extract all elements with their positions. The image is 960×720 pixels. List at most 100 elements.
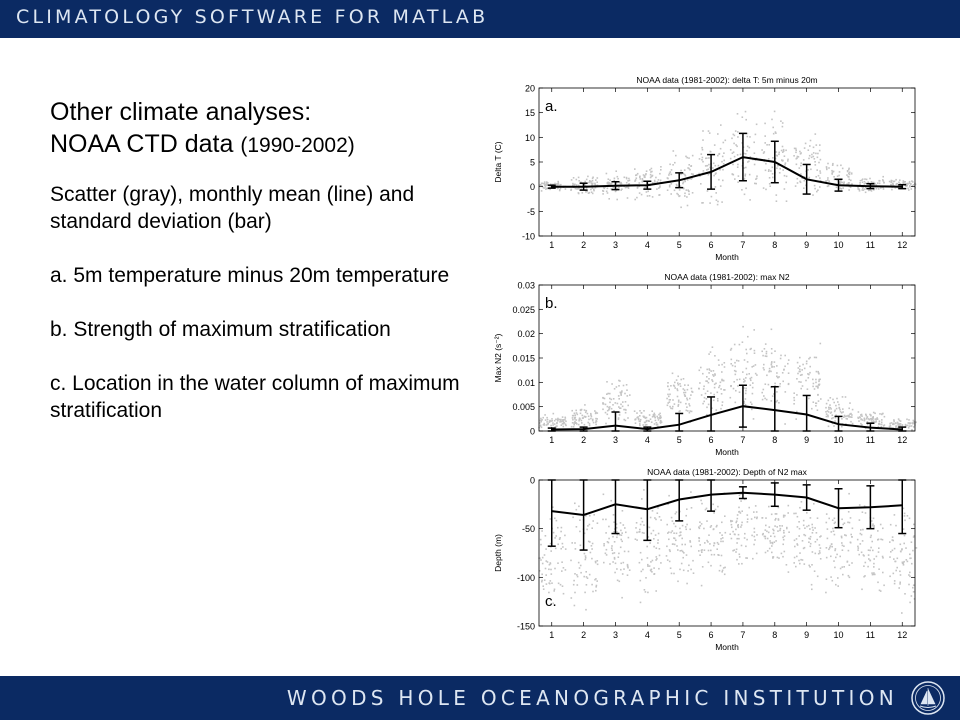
scatter-point [565, 424, 567, 427]
scatter-point [574, 183, 576, 186]
heading-line1: Other climate analyses: [50, 98, 312, 126]
scatter-point [720, 554, 723, 557]
scatter-point [909, 185, 911, 187]
scatter-point [705, 157, 707, 160]
scatter-point [799, 356, 801, 359]
scatter-point [841, 566, 844, 568]
scatter-point [617, 418, 620, 421]
scatter-point [701, 146, 703, 149]
scatter-point [825, 547, 828, 549]
scatter-point [861, 419, 864, 421]
scatter-point [862, 189, 865, 191]
scatter-point [829, 404, 831, 406]
scatter-point [762, 388, 765, 391]
scatter-point [800, 152, 802, 154]
scatter-point [714, 164, 717, 167]
scatter-point [894, 560, 896, 563]
scatter-point [736, 359, 738, 362]
scatter-point [777, 519, 780, 521]
scatter-point [594, 412, 597, 415]
scatter-point [905, 547, 907, 549]
scatter-point [793, 155, 795, 157]
scatter-point [848, 564, 851, 566]
scatter-point [769, 540, 771, 542]
scatter-point [782, 514, 785, 517]
scatter-point [669, 405, 671, 408]
scatter-point [596, 177, 599, 179]
scatter-point [830, 408, 832, 410]
scatter-point [621, 188, 623, 190]
scatter-point [761, 398, 764, 401]
scatter-point [612, 404, 614, 406]
scatter-point [850, 412, 852, 415]
scatter-point [914, 183, 917, 186]
x-tick-label: 9 [804, 435, 809, 445]
scatter-point [798, 535, 800, 537]
scatter-point [813, 503, 815, 505]
scatter-point [899, 424, 902, 427]
scatter-point [546, 423, 549, 426]
scatter-point [782, 150, 785, 152]
scatter-point [784, 365, 786, 368]
scatter-point [850, 179, 852, 182]
scatter-point [904, 593, 906, 595]
scatter-point [589, 514, 591, 517]
scatter-point [656, 181, 659, 183]
scatter-point [771, 551, 773, 554]
scatter-point [658, 194, 660, 196]
scatter-point [545, 182, 548, 184]
scatter-point [683, 393, 686, 396]
mean-line [551, 156, 903, 188]
scatter-point [840, 535, 843, 538]
scatter-point [614, 402, 617, 404]
scatter-point [912, 184, 915, 186]
scatter-point [710, 370, 712, 372]
scatter-point [610, 183, 612, 185]
scatter-point [611, 383, 613, 385]
scatter-point [576, 584, 579, 586]
scatter-point [712, 399, 715, 402]
scatter-point [774, 519, 776, 521]
scatter-point [737, 525, 739, 527]
scatter-point [557, 543, 559, 546]
scatter-point [816, 538, 818, 541]
scatter-point [861, 588, 863, 591]
scatter-point [737, 533, 740, 536]
scatter-point [585, 576, 588, 578]
scatter-point [642, 424, 644, 426]
x-tick-label: 9 [804, 630, 809, 640]
scatter-point [869, 189, 871, 191]
scatter-point [650, 568, 653, 571]
scatter-point [839, 408, 841, 411]
scatter-point [719, 147, 722, 150]
scatter-point [585, 515, 587, 517]
scatter-point [753, 527, 756, 530]
scatter-point [543, 181, 546, 183]
scatter-point [594, 186, 597, 189]
scatter-point [591, 557, 593, 560]
scatter-point [889, 425, 892, 427]
scatter-point [901, 561, 904, 564]
scatter-point [737, 163, 739, 166]
scatter-point [808, 524, 810, 527]
scatter-point [826, 185, 829, 188]
scatter-point [658, 187, 660, 189]
scatter-point [892, 423, 894, 426]
scatter-point [721, 371, 723, 373]
scatter-point [550, 573, 553, 575]
scatter-point [673, 543, 676, 546]
scatter-point [755, 177, 758, 180]
scatter-point [875, 420, 877, 422]
chart-title: NOAA data (1981-2002): delta T: 5m minus… [636, 75, 817, 85]
scatter-point [893, 558, 895, 560]
scatter-point [710, 564, 712, 567]
scatter-point [596, 560, 599, 562]
scatter-point [832, 417, 834, 419]
scatter-point [542, 416, 544, 419]
scatter-point [667, 393, 669, 396]
scatter-point [746, 145, 749, 148]
scatter-point [768, 370, 771, 372]
scatter-point [732, 387, 735, 390]
scatter-point [763, 395, 765, 397]
